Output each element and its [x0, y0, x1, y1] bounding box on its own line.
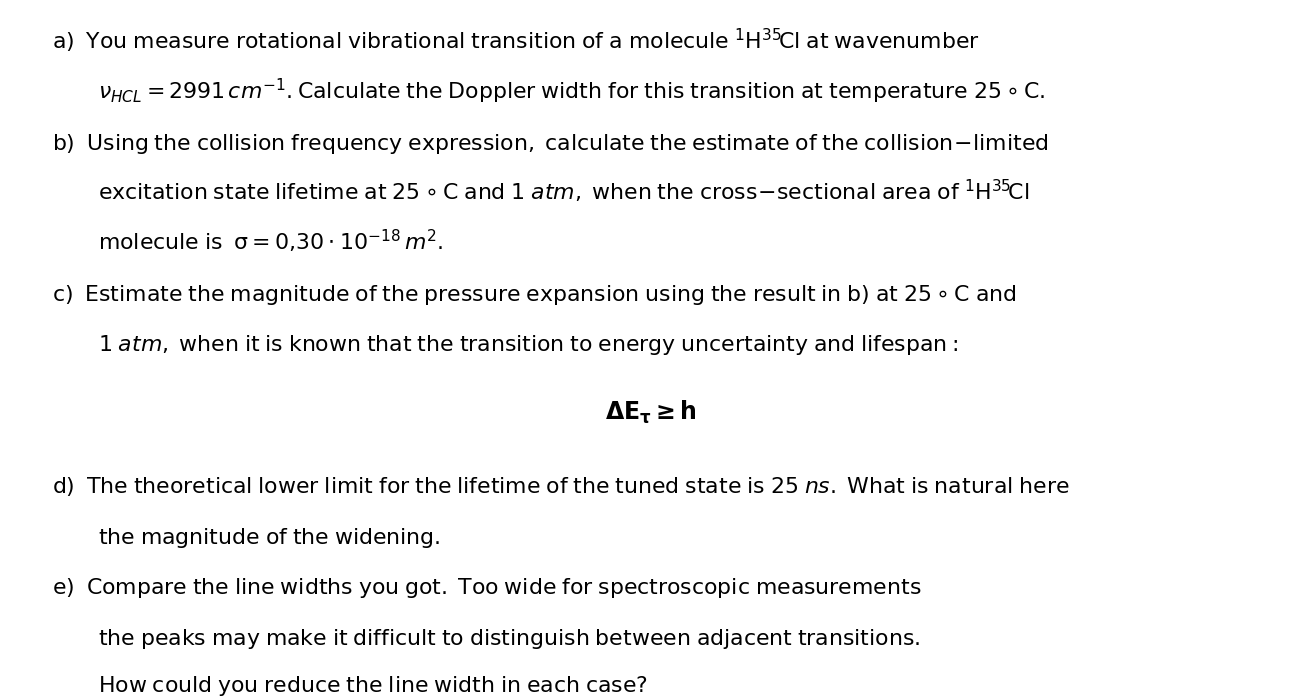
Text: $\mathbf{\Delta E_{\tau} \geq h}$: $\mathbf{\Delta E_{\tau} \geq h}$ [605, 399, 697, 426]
Text: $\mathrm{a)\;\; You\; measure\; rotational\; vibrational\; transition\; of\; a\;: $\mathrm{a)\;\; You\; measure\; rotation… [52, 27, 980, 55]
Text: $\mathrm{c)\;\; Estimate\; the\; magnitude\; of\; the\; pressure\; expansion\; u: $\mathrm{c)\;\; Estimate\; the\; magnitu… [52, 283, 1017, 307]
Text: $\mathrm{d)\;\; The\; theoretical\; lower\; limit\; for\; the\; lifetime\; of\; : $\mathrm{d)\;\; The\; theoretical\; lowe… [52, 475, 1069, 498]
Text: $\mathrm{the\; peaks\; may\; make\; it\; difficult\; to\; distinguish\; between\: $\mathrm{the\; peaks\; may\; make\; it\;… [98, 626, 919, 651]
Text: $\mathrm{e)\;\; Compare\; the\; line\; widths\; you\; got.\; Too\; wide\; for\; : $\mathrm{e)\;\; Compare\; the\; line\; w… [52, 576, 922, 601]
Text: $\mathrm{excitation\; state\; lifetime\; at\; 25 \circ C\; and\; 1\;}atm\mathrm{: $\mathrm{excitation\; state\; lifetime\;… [98, 178, 1029, 205]
Text: $\mathrm{How\; could\; you\; reduce\; the\; line\; width\; in\; each\; case?}$: $\mathrm{How\; could\; you\; reduce\; th… [98, 673, 647, 698]
Text: $\mathrm{1\;}atm\mathrm{,\; when\; it\; is\; known\; that\; the\; transition\; t: $\mathrm{1\;}atm\mathrm{,\; when\; it\; … [98, 333, 958, 358]
Text: $\mathrm{the\; magnitude\; of\; the\; widening.}$: $\mathrm{the\; magnitude\; of\; the\; wi… [98, 526, 440, 550]
Text: $\nu_{HCL} = \mathrm{2991}\,cm^{-1}\mathrm{.Calculate\; the\; Doppler\; width\; : $\nu_{HCL} = \mathrm{2991}\,cm^{-1}\math… [98, 77, 1046, 106]
Text: $\mathrm{b)\;\; Using\; the\; collision\; frequency\; expression,\; calculate\; : $\mathrm{b)\;\; Using\; the\; collision\… [52, 132, 1048, 156]
Text: $\mathrm{molecule\; is\;\; \sigma = 0{,}30 \cdot 10^{-18}\,}m^2\mathrm{.}$: $\mathrm{molecule\; is\;\; \sigma = 0{,}… [98, 228, 443, 256]
